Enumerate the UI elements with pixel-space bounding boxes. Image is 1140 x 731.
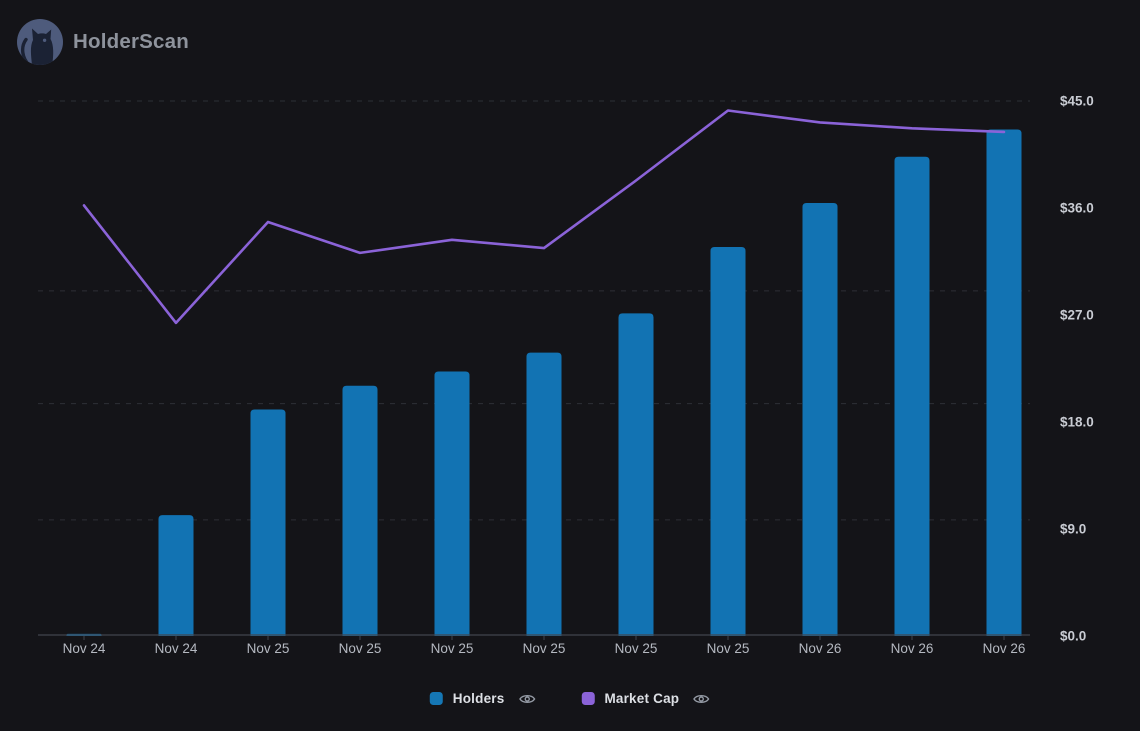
bar-holders[interactable] (986, 129, 1022, 637)
holders-swatch (429, 692, 443, 705)
holderscan-cat-logo-icon (17, 19, 63, 65)
x-axis-label: Nov 25 (247, 641, 290, 656)
y-axis-label: $0.0 (1060, 629, 1086, 644)
bar-holders[interactable] (250, 409, 286, 636)
x-axis-label: Nov 26 (799, 641, 842, 656)
x-axis-label: Nov 25 (523, 641, 566, 656)
market-cap-line[interactable] (82, 109, 1006, 325)
market-cap-visibility-toggle[interactable] (693, 693, 710, 705)
x-axis-label: Nov 25 (615, 641, 658, 656)
bar-holders[interactable] (158, 515, 194, 636)
legend-item-market-cap[interactable]: Market Cap (581, 691, 710, 706)
x-axis-label: Nov 26 (891, 641, 934, 656)
holders-visibility-toggle[interactable] (518, 693, 536, 705)
bar-holders[interactable] (618, 313, 654, 636)
x-axis-label: Nov 25 (339, 641, 382, 656)
market-cap-swatch (581, 692, 595, 705)
bar-holders[interactable] (342, 385, 378, 636)
holders-marketcap-chart: $45.0 $36.0 $27.0 $18.0 $9.0 $0.0 Nov 24 Nov 24… (38, 94, 1094, 656)
x-axis-label: Nov 25 (707, 641, 750, 656)
bar-holders[interactable] (802, 203, 838, 636)
x-axis-label: Nov 24 (155, 641, 198, 656)
legend-label-market-cap: Market Cap (604, 691, 680, 706)
x-axis-label: Nov 24 (63, 641, 106, 656)
bar-holders[interactable] (434, 371, 470, 636)
x-axis-label: Nov 26 (983, 641, 1026, 656)
legend-item-holders[interactable]: Holders (429, 691, 536, 706)
bar-holders[interactable] (894, 156, 930, 637)
eye-icon (518, 694, 536, 703)
bar-holders[interactable] (710, 246, 746, 636)
y-axis-label: $9.0 (1060, 522, 1086, 537)
y-axis-label: $18.0 (1060, 415, 1094, 430)
brand: HolderScan (17, 19, 189, 65)
y-axis-label: $36.0 (1060, 201, 1094, 216)
chart-legend: Holders Market Cap (429, 691, 710, 706)
y-axis-label: $27.0 (1060, 308, 1094, 323)
bar-holders[interactable] (526, 352, 562, 636)
x-axis-label: Nov 25 (431, 641, 474, 656)
y-axis-label: $45.0 (1060, 94, 1094, 109)
legend-label-holders: Holders (452, 691, 505, 706)
eye-icon (693, 694, 710, 703)
brand-title: HolderScan (73, 30, 189, 53)
